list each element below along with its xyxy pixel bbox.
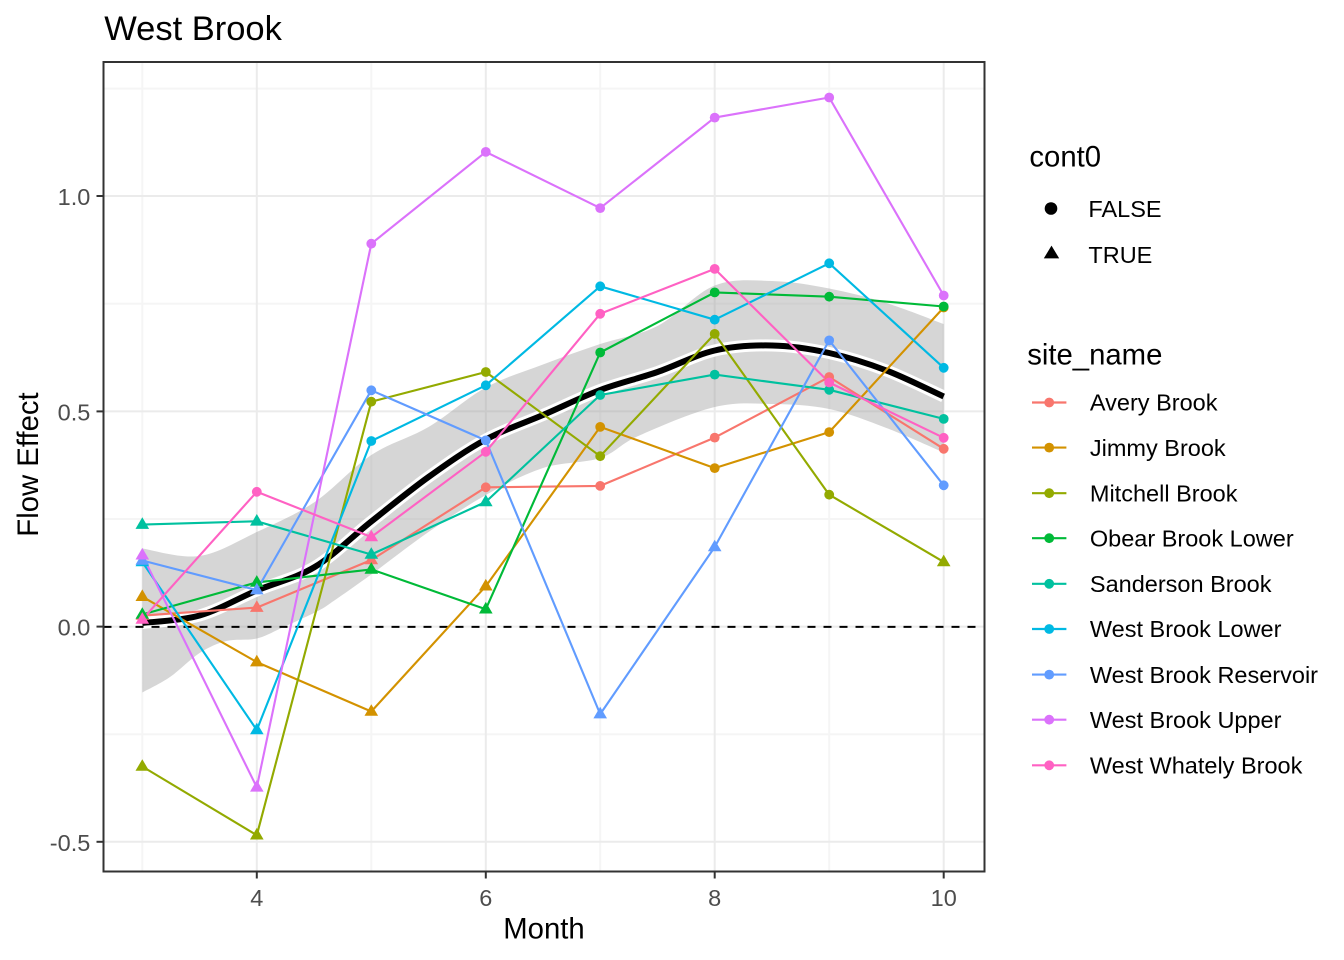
svg-text:TRUE: TRUE [1088,242,1152,268]
svg-text:Sanderson Brook: Sanderson Brook [1090,571,1272,597]
svg-text:cont0: cont0 [1029,141,1101,174]
svg-text:0.0: 0.0 [58,615,91,641]
svg-text:West Whately Brook: West Whately Brook [1090,753,1303,779]
svg-text:West Brook Reservoir: West Brook Reservoir [1090,662,1318,688]
svg-text:6: 6 [479,885,492,911]
svg-text:West Brook: West Brook [104,10,282,48]
svg-text:Flow Effect: Flow Effect [12,392,45,536]
svg-text:West Brook Upper: West Brook Upper [1090,707,1282,733]
svg-text:West Brook Lower: West Brook Lower [1090,616,1282,642]
svg-text:Month: Month [503,913,584,946]
svg-text:Jimmy Brook: Jimmy Brook [1090,435,1226,461]
svg-text:Avery Brook: Avery Brook [1090,390,1218,416]
svg-text:site_name: site_name [1027,338,1162,371]
svg-text:Obear Brook Lower: Obear Brook Lower [1090,525,1294,551]
svg-text:4: 4 [250,885,263,911]
svg-text:-0.5: -0.5 [50,830,91,856]
svg-text:FALSE: FALSE [1088,196,1161,222]
svg-text:1.0: 1.0 [58,184,91,210]
svg-text:8: 8 [708,885,721,911]
svg-text:Mitchell Brook: Mitchell Brook [1090,480,1238,506]
svg-text:0.5: 0.5 [58,399,91,425]
svg-text:10: 10 [931,885,957,911]
